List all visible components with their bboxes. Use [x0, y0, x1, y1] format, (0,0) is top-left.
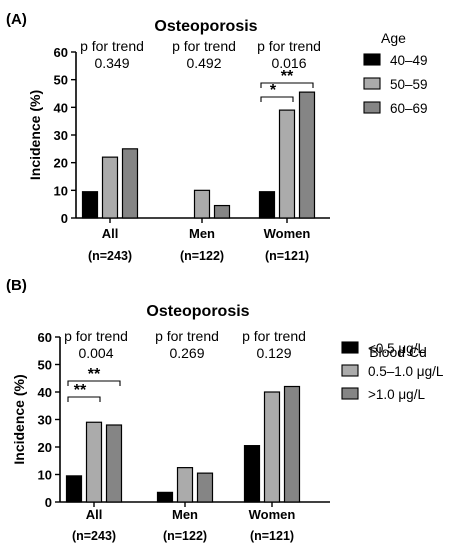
p-trend-label: p for trend: [172, 38, 236, 54]
x-tick-label: Women: [264, 226, 311, 241]
p-trend-value: 0.016: [271, 55, 306, 71]
x-tick-label: All: [86, 507, 103, 522]
y-axis-label: Incidence (%): [27, 90, 43, 180]
x-group-n-label: (n=122): [163, 529, 207, 543]
bar-b-series3-group2: [196, 472, 214, 503]
bar-a-series3-group2: [213, 204, 231, 219]
x-group-n-label: (n=121): [250, 529, 294, 543]
significance-bracket: [260, 82, 314, 88]
x-group-n-label: (n=243): [72, 529, 116, 543]
chart-title: Osteoporosis: [154, 18, 257, 35]
bar-b-series2-group1: [85, 421, 103, 503]
legend-entry-label: 60–69: [390, 101, 428, 116]
p-trend-label: p for trend: [242, 328, 306, 344]
p-trend-value: 0.004: [78, 345, 113, 361]
bar-a-series2-group1: [101, 156, 119, 219]
y-tick-label: 20: [38, 440, 52, 455]
bar-a-series3-group1: [121, 148, 139, 219]
legend-entry-label: 40–49: [390, 53, 428, 68]
legend-title: Blood Cd: [369, 344, 427, 360]
x-tick-label: Men: [189, 226, 215, 241]
significance-marker: **: [88, 366, 101, 383]
y-tick-label: 40: [54, 100, 68, 115]
chart-panel-b: (B) Osteoporosis 0 10 20 30 40 50 60 Incidence (%…: [6, 277, 444, 543]
significance-bracket: [67, 396, 101, 402]
bar-b-series2-group2: [176, 467, 194, 503]
legend-swatch: [341, 341, 359, 354]
legend-entry-label: >1.0 μg/L: [368, 387, 425, 402]
y-tick-label: 30: [54, 128, 68, 143]
y-tick-label: 50: [54, 73, 68, 88]
legend-entry-label: 50–59: [390, 77, 428, 92]
bar-b-series3-group3: [283, 385, 301, 503]
legend-swatch: [341, 387, 359, 400]
legend-entry-label: 0.5–1.0 μg/L: [368, 364, 444, 379]
significance-bracket: [67, 380, 121, 386]
legend-swatch: [363, 101, 381, 114]
bar-b-series3-group1: [105, 424, 123, 503]
x-tick-label: All: [102, 226, 119, 241]
p-trend-value: 0.492: [186, 55, 221, 71]
bar-a-series2-group3: [278, 109, 296, 219]
y-tick-label: 0: [61, 211, 68, 226]
legend-entry-label: <0.5 μg/L: [368, 341, 425, 356]
significance-marker: *: [270, 82, 277, 99]
chart-panel-a: (A) Osteoporosis 0 10 20 30 40 50 60 Incidence (%…: [6, 11, 428, 263]
x-group-n-label: (n=243): [88, 249, 132, 263]
significance-marker: **: [281, 68, 294, 85]
y-tick-label: 10: [38, 468, 52, 483]
bar-b-series1-group2: [156, 491, 174, 503]
bar-b-series1-group3: [243, 445, 261, 503]
y-tick-label: 20: [54, 156, 68, 171]
bar-a-series1-group1: [81, 191, 99, 219]
bar-a-series3-group3: [298, 91, 316, 219]
panel-label: (B): [6, 277, 27, 294]
x-tick-label: Women: [249, 507, 296, 522]
x-tick-label: Men: [172, 507, 198, 522]
legend-swatch: [363, 53, 381, 66]
chart-title: Osteoporosis: [146, 303, 249, 320]
p-trend-value: 0.349: [94, 55, 129, 71]
significance-marker: **: [74, 382, 87, 399]
y-tick-label: 0: [45, 495, 52, 510]
y-tick-label: 60: [54, 45, 68, 60]
x-group-n-label: (n=121): [265, 249, 309, 263]
legend-title: Age: [381, 30, 406, 46]
y-axis-label: Incidence (%): [11, 374, 27, 464]
p-trend-label: p for trend: [155, 328, 219, 344]
p-trend-label: p for trend: [257, 38, 321, 54]
legend-swatch: [341, 364, 359, 377]
bar-a-series1-group3: [258, 191, 276, 219]
legend-swatch: [363, 77, 381, 90]
bar-b-series2-group3: [263, 391, 281, 503]
p-trend-value: 0.269: [169, 345, 204, 361]
p-trend-label: p for trend: [64, 328, 128, 344]
y-tick-label: 30: [38, 413, 52, 428]
bar-b-series1-group1: [65, 475, 83, 503]
p-trend-value: 0.129: [256, 345, 291, 361]
y-tick-label: 50: [38, 358, 52, 373]
significance-bracket: [260, 96, 294, 102]
p-trend-label: p for trend: [80, 38, 144, 54]
y-tick-label: 60: [38, 330, 52, 345]
y-tick-label: 10: [54, 183, 68, 198]
x-group-n-label: (n=122): [180, 249, 224, 263]
panel-label: (A): [6, 11, 27, 28]
y-tick-label: 40: [38, 385, 52, 400]
bar-a-series2-group2: [193, 189, 211, 219]
